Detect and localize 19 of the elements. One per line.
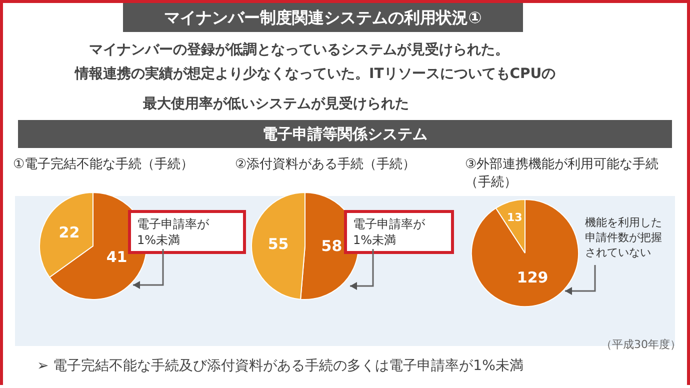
data-label: 58 <box>321 237 342 256</box>
text: マイナンバー制度関連システムの利用状況① <box>123 3 523 32</box>
chart-title: ②添付資料がある手続（手続） <box>235 156 417 173</box>
chart-title: ①電子完結不能な手続（手続） <box>13 157 194 172</box>
chart-title: ③外部連携機能が利用可能な手続（手続） <box>465 156 660 191</box>
text: マイナンバーの登録が低調となっているシステムが見受けられた。 <box>89 41 509 59</box>
data-label: 41 <box>106 248 128 266</box>
text: 最大使用率が低いシステムが見受けられた <box>143 95 409 113</box>
text: 情報連携の実績が想定より少なくなっていた。ITリソースについてもCPUの <box>75 65 556 83</box>
data-label: 22 <box>58 224 80 242</box>
text: 電子申請等関係システム <box>18 120 672 148</box>
data-label: 55 <box>268 234 289 253</box>
data-label: 13 <box>507 210 522 224</box>
text: 電子申請率が 1%未満 <box>344 210 454 254</box>
data-label: 129 <box>516 268 548 287</box>
text: 機能を利用した申請件数が把握されていない <box>585 215 663 260</box>
text: 電子申請率が 1%未満 <box>128 210 246 254</box>
text: ➢ 電子完結不能な手続及び添付資料がある手続の多くは電子申請率が1%未満 <box>37 357 524 375</box>
text: （平成30年度） <box>601 337 681 352</box>
